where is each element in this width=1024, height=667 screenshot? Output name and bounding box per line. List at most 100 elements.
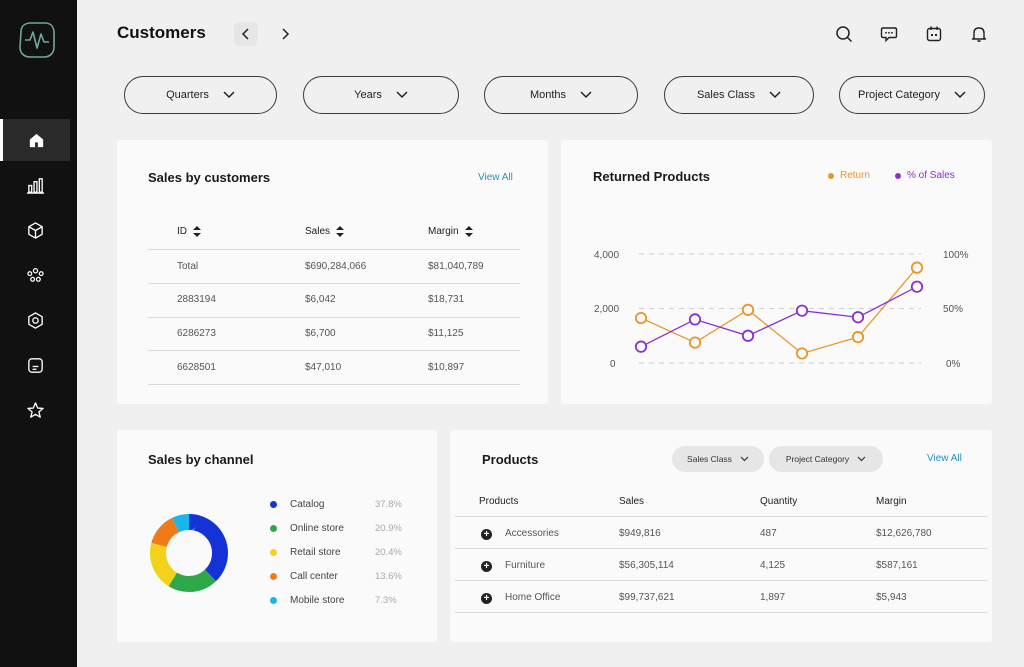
expand-plus-icon[interactable]: + <box>481 561 492 572</box>
row-divider <box>148 350 520 351</box>
cell-margin: $5,943 <box>876 592 907 603</box>
data-point[interactable] <box>795 347 809 360</box>
filter-quarters[interactable]: Quarters <box>124 76 277 114</box>
y-left-tick: 4,000 <box>594 250 619 261</box>
filter-label: Months <box>529 89 567 101</box>
cell-id: Total <box>177 261 199 272</box>
bar-chart-icon <box>26 177 44 194</box>
column-header-label: Sales <box>305 226 331 237</box>
box-icon <box>27 221 43 239</box>
chevron-down-icon <box>857 456 866 462</box>
sidebar-item-products[interactable] <box>0 209 70 251</box>
notifications-button[interactable] <box>967 22 991 46</box>
data-point[interactable] <box>634 311 648 325</box>
legend-label-call-center: Call center <box>290 571 338 582</box>
sidebar-item-favorites[interactable] <box>0 389 70 431</box>
y-right-tick: 50% <box>943 304 963 315</box>
donut-slice-mobile-store[interactable] <box>150 514 228 592</box>
legend-label-pct-sales: % of Sales <box>907 170 955 181</box>
data-point[interactable] <box>634 340 648 353</box>
filter-sales-class[interactable]: Sales Class <box>664 76 814 114</box>
data-point[interactable] <box>741 303 755 316</box>
cell-sales: $99,737,621 <box>619 592 675 603</box>
data-point[interactable] <box>851 331 865 344</box>
series-line-return <box>640 267 918 355</box>
legend-pct-mobile-store: 7.3% <box>375 595 397 606</box>
column-header-label: ID <box>177 226 187 237</box>
data-point[interactable] <box>688 313 702 326</box>
row-divider <box>455 580 988 581</box>
cell-margin: $587,161 <box>876 560 918 571</box>
view-all-link[interactable]: View All <box>478 172 513 183</box>
expand-plus-icon[interactable]: + <box>481 593 492 604</box>
prev-button[interactable] <box>234 22 258 46</box>
legend-pct-call-center: 13.6% <box>375 571 402 582</box>
legend-pct-retail-store: 20.4% <box>375 547 402 558</box>
legend-label-mobile-store: Mobile store <box>290 595 345 606</box>
search-button[interactable] <box>832 22 856 46</box>
data-point[interactable] <box>910 261 924 274</box>
cell-quantity: 487 <box>760 528 777 539</box>
cell-quantity: 4,125 <box>760 560 786 571</box>
filter-months[interactable]: Months <box>484 76 638 114</box>
cell-product: Furniture <box>505 560 546 571</box>
calendar-button[interactable] <box>922 22 946 46</box>
row-divider <box>148 317 520 318</box>
data-point[interactable] <box>851 311 865 324</box>
messages-button[interactable] <box>877 22 901 46</box>
column-header-sales[interactable]: Sales <box>619 496 645 507</box>
chevron-left-icon <box>241 28 249 40</box>
sidebar-item-reports[interactable] <box>0 344 70 386</box>
app-logo[interactable] <box>15 18 59 62</box>
data-point[interactable] <box>910 280 924 293</box>
legend-label-catalog: Catalog <box>290 499 325 510</box>
y-left-tick: 2,000 <box>594 304 619 315</box>
data-point[interactable] <box>795 304 809 317</box>
sort-icon <box>464 226 473 237</box>
products-filter-project-category[interactable]: Project Category <box>769 446 883 472</box>
sidebar-item-settings[interactable] <box>0 299 70 341</box>
sidebar-item-customers[interactable] <box>0 254 70 296</box>
cell-product: Home Office <box>505 592 561 603</box>
chevron-down-icon <box>740 456 749 462</box>
products-filter-sales-class[interactable]: Sales Class <box>672 446 764 472</box>
view-all-link[interactable]: View All <box>927 453 962 464</box>
filter-label: Quarters <box>166 89 209 101</box>
column-header-margin[interactable]: Margin <box>876 496 907 507</box>
cell-product: Accessories <box>505 528 559 539</box>
column-header-id[interactable]: ID <box>177 226 201 237</box>
sidebar-item-analytics[interactable] <box>0 164 70 206</box>
filter-project-category[interactable]: Project Category <box>839 76 985 114</box>
sort-icon <box>193 226 201 237</box>
filter-label: Sales Class <box>687 454 732 464</box>
column-header-products[interactable]: Products <box>479 496 519 507</box>
column-header-quantity[interactable]: Quantity <box>760 496 798 507</box>
legend-swatch-call-center <box>270 573 277 580</box>
next-button[interactable] <box>273 22 297 46</box>
returned-products-card: Returned Products Return % of Sales 4,00… <box>561 140 992 404</box>
y-left-tick: 0 <box>610 359 616 370</box>
data-point[interactable] <box>741 329 755 342</box>
sidebar-item-home[interactable] <box>0 119 70 161</box>
row-divider <box>455 612 988 613</box>
expand-plus-icon[interactable]: + <box>481 529 492 540</box>
sales-by-channel-card: Sales by channel Catalog 37.8% Online st… <box>117 430 437 642</box>
donut-slice-online-store[interactable] <box>150 514 228 592</box>
cell-sales: $56,305,114 <box>619 560 674 571</box>
data-point[interactable] <box>688 336 702 349</box>
cell-id: 2883194 <box>177 294 216 305</box>
chevron-down-icon <box>396 91 408 99</box>
chevron-down-icon <box>223 91 235 99</box>
y-right-tick: 0% <box>946 359 961 370</box>
home-icon <box>29 133 44 147</box>
legend-swatch-catalog <box>270 501 277 508</box>
donut-slice-retail-store[interactable] <box>150 514 228 592</box>
cell-sales: $6,042 <box>305 294 336 305</box>
hexagon-icon <box>27 311 43 329</box>
filter-years[interactable]: Years <box>303 76 459 114</box>
column-header-margin[interactable]: Margin <box>428 226 473 237</box>
page-title: Customers <box>117 23 206 42</box>
cell-sales: $690,284,066 <box>305 261 367 272</box>
sales-by-customers-card: Sales by customers View All ID Sales Mar… <box>117 140 548 404</box>
column-header-sales[interactable]: Sales <box>305 226 345 237</box>
